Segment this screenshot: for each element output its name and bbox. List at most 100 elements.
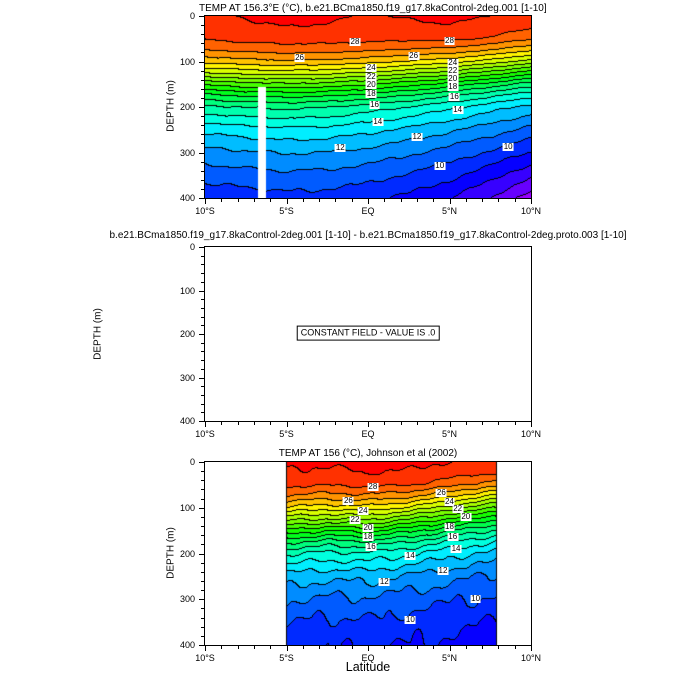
x-minor-tick [498, 422, 500, 425]
y-minor-tick [201, 307, 204, 309]
y-minor-tick [201, 516, 204, 518]
x-minor-tick [302, 422, 304, 425]
y-tick-label: 100 [179, 502, 195, 513]
x-tick-mark [368, 199, 369, 204]
y-tick-label: 200 [179, 548, 195, 559]
x-minor-tick [400, 422, 402, 425]
x-minor-tick [514, 646, 516, 649]
x-tick-mark [531, 199, 532, 204]
contour-label: 10 [470, 594, 482, 604]
constant-field-note: CONSTANT FIELD - VALUE IS .0 [296, 325, 440, 341]
contour-label: 18 [444, 521, 455, 531]
y-minor-tick [201, 626, 204, 628]
y-tick-mark [199, 107, 204, 108]
y-tick-label: 400 [179, 193, 195, 203]
x-tick-mark [531, 646, 532, 651]
x-tick-label: 5°N [441, 206, 458, 216]
panel3-contour-plot [204, 461, 532, 646]
contour-label: 26 [294, 52, 305, 62]
x-minor-tick [335, 646, 337, 649]
x-minor-tick [514, 422, 516, 425]
y-minor-tick [201, 97, 204, 99]
x-minor-tick [270, 646, 272, 649]
y-minor-tick [201, 635, 204, 637]
contour-label: 22 [447, 66, 459, 76]
x-tick-mark [531, 422, 532, 427]
y-minor-tick [201, 34, 204, 36]
y-minor-tick [201, 25, 204, 27]
x-tick-label: 5°S [279, 429, 294, 439]
x-minor-tick [400, 199, 402, 202]
x-minor-tick [416, 646, 418, 649]
y-tick-label: 300 [179, 594, 195, 605]
contour-label: 16 [369, 99, 380, 109]
y-minor-tick [201, 88, 204, 90]
y-tick-label: 0 [189, 457, 195, 467]
x-minor-tick [335, 422, 337, 425]
x-minor-tick [433, 646, 435, 649]
y-tick-label: 400 [179, 640, 195, 650]
contour-label: 24 [444, 497, 455, 507]
contour-label: 16 [448, 91, 460, 101]
x-tick-label: EQ [361, 429, 375, 439]
x-minor-tick [400, 646, 402, 649]
x-minor-tick [221, 199, 223, 202]
x-minor-tick [482, 422, 484, 425]
y-tick-mark [199, 645, 204, 646]
contour-label: 20 [460, 512, 472, 522]
contour-label: 24 [357, 505, 369, 515]
x-minor-tick [482, 646, 484, 649]
x-tick-label: 5°S [279, 653, 294, 663]
panel1-contour-plot [204, 15, 532, 199]
x-minor-tick [416, 199, 418, 202]
panel3-title: TEMP AT 156 (°C), Johnson et al (2002) [278, 448, 458, 459]
contour-label: 24 [365, 63, 377, 73]
y-minor-tick [201, 544, 204, 546]
x-minor-tick [237, 646, 239, 649]
y-minor-tick [201, 571, 204, 573]
contour-label: 22 [365, 71, 377, 81]
contour-canvas [205, 462, 531, 645]
x-minor-tick [498, 199, 500, 202]
contour-label: 14 [372, 117, 384, 126]
contour-label: 18 [447, 82, 459, 92]
y-minor-tick [201, 368, 204, 370]
x-minor-tick [433, 422, 435, 425]
y-minor-tick [201, 360, 204, 362]
x-tick-label: 10°N [520, 653, 542, 663]
y-tick-mark [199, 377, 204, 379]
x-minor-tick [514, 199, 516, 202]
contour-label: 18 [362, 532, 374, 542]
x-minor-tick [465, 646, 467, 649]
x-tick-mark [286, 199, 288, 204]
x-minor-tick [351, 646, 353, 649]
contour-label: 16 [447, 531, 459, 541]
x-minor-tick [253, 646, 255, 649]
y-minor-tick [201, 179, 204, 181]
y-minor-tick [201, 325, 204, 327]
y-minor-tick [201, 316, 204, 318]
y-minor-tick [201, 161, 204, 163]
y-tick-mark [199, 599, 204, 601]
y-tick-label: 300 [179, 147, 195, 158]
x-tick-mark [368, 646, 369, 651]
x-axis-label: Latitude [345, 660, 391, 674]
x-minor-tick [237, 199, 239, 202]
x-tick-mark [449, 199, 451, 204]
x-minor-tick [302, 646, 304, 649]
x-minor-tick [351, 422, 353, 425]
y-minor-tick [201, 403, 204, 405]
x-tick-label: EQ [361, 206, 375, 216]
x-tick-label: 10°S [195, 429, 215, 439]
y-minor-tick [201, 535, 204, 537]
contour-label: 12 [378, 577, 390, 587]
y-tick-label: 300 [179, 372, 195, 383]
x-minor-tick [433, 199, 435, 202]
y-tick-mark [199, 507, 204, 509]
y-minor-tick [201, 43, 204, 45]
x-minor-tick [253, 199, 255, 202]
y-minor-tick [201, 116, 204, 118]
y-minor-tick [201, 412, 204, 414]
x-minor-tick [498, 646, 500, 649]
